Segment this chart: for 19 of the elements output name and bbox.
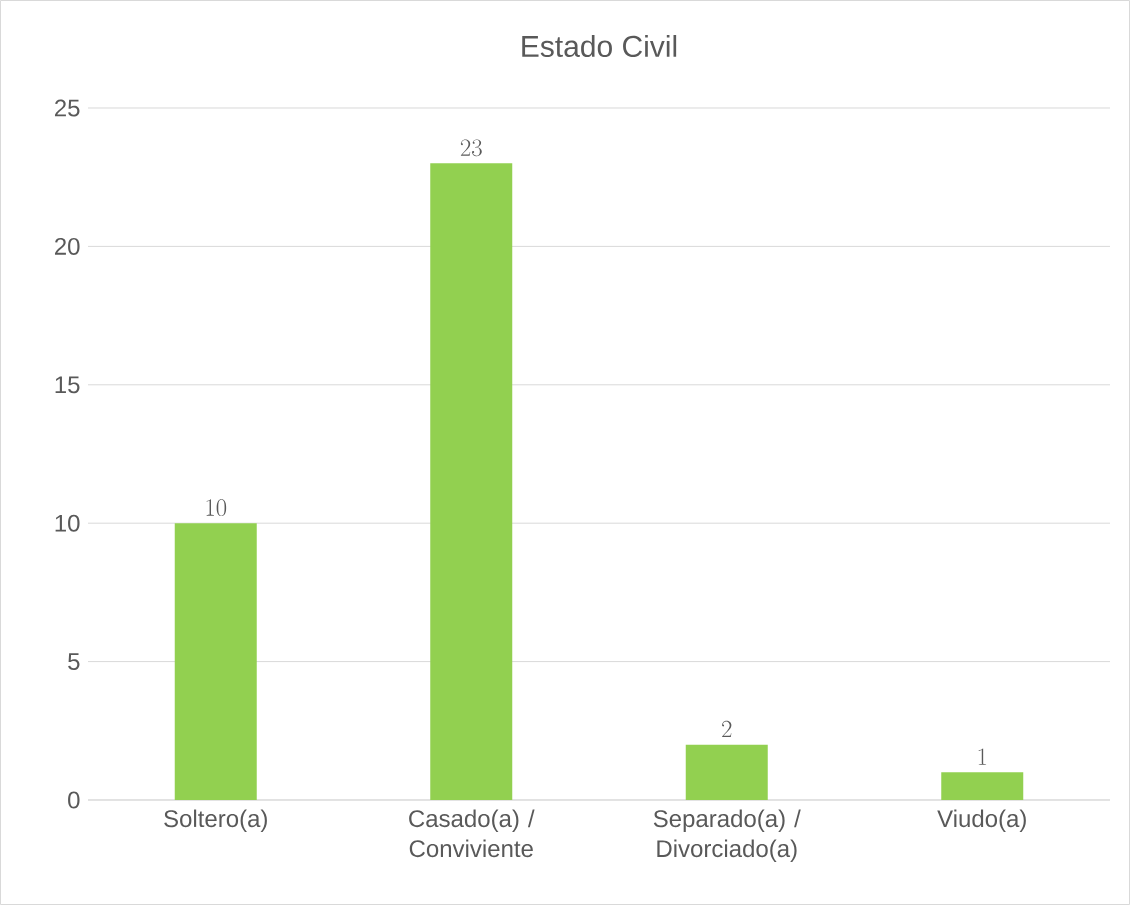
y-tick-label: 25 [54,99,80,117]
bar [174,523,257,800]
x-tick-label: Separado(a) / Divorciado(a) [653,809,801,862]
x-tick-label: Viudo(a) [937,809,1026,832]
y-tick-label: 15 [55,376,80,394]
x-tick-label: Soltero(a) [164,809,267,832]
data-label: 23 [460,139,482,157]
bar [430,163,513,800]
y-tick-label: 10 [55,514,80,532]
y-tick-label: 0 [68,791,80,809]
y-tick-label: 20 [54,237,80,255]
bar [941,772,1024,800]
bar [685,744,768,800]
x-tick-label: Casado(a) / Conviviente [409,809,535,858]
data-label: 10 [206,499,227,517]
chart-title: Estado Civil [522,35,677,58]
data-label: 1 [978,748,987,765]
y-tick-label: 5 [68,653,80,670]
data-label: 2 [722,720,732,738]
